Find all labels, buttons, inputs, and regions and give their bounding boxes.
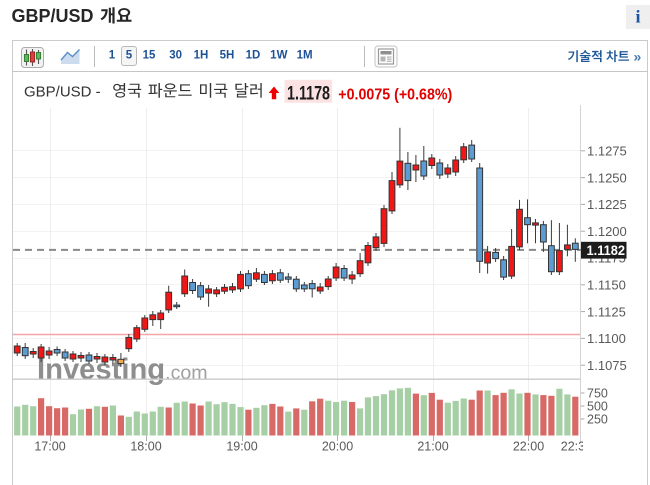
svg-text:5H: 5H <box>220 50 235 62</box>
svg-text:1.1250: 1.1250 <box>587 170 627 185</box>
svg-text:1W: 1W <box>270 50 287 62</box>
svg-text:1H: 1H <box>194 50 209 62</box>
svg-text:21:00: 21:00 <box>417 440 448 454</box>
svg-text:18:00: 18:00 <box>130 440 161 454</box>
svg-text:19:00: 19:00 <box>226 440 257 454</box>
svg-text:17:00: 17:00 <box>34 440 65 454</box>
svg-text:30: 30 <box>169 50 182 62</box>
svg-text:5: 5 <box>126 50 133 62</box>
svg-text:500: 500 <box>587 400 608 414</box>
svg-text:1M: 1M <box>297 50 313 62</box>
svg-text:15: 15 <box>143 50 156 62</box>
svg-text:20:00: 20:00 <box>322 440 353 454</box>
svg-text:i: i <box>635 7 640 27</box>
svg-text:1.1100: 1.1100 <box>587 331 626 346</box>
svg-text:»: » <box>634 49 642 65</box>
svg-text:1: 1 <box>109 50 116 62</box>
svg-text:GBP/USD -: GBP/USD - <box>24 83 101 100</box>
svg-text:1.1150: 1.1150 <box>587 278 626 293</box>
svg-text:+0.0075 (+0.68%): +0.0075 (+0.68%) <box>338 86 452 103</box>
svg-text:1.1275: 1.1275 <box>587 144 627 159</box>
svg-text:1.1125: 1.1125 <box>587 304 626 319</box>
svg-text:1.1182: 1.1182 <box>587 243 626 258</box>
svg-text:1D: 1D <box>246 50 261 62</box>
svg-text:22:00: 22:00 <box>513 440 544 454</box>
svg-text:1.1075: 1.1075 <box>587 358 627 373</box>
svg-text:1.1178: 1.1178 <box>287 83 330 105</box>
svg-text:GBP/USD: GBP/USD <box>12 6 94 26</box>
svg-text:1.1200: 1.1200 <box>587 224 627 239</box>
svg-text:250: 250 <box>587 413 608 427</box>
svg-text:22:30: 22:30 <box>561 440 592 454</box>
svg-text:1.1225: 1.1225 <box>587 197 627 212</box>
svg-text:750: 750 <box>587 387 608 401</box>
